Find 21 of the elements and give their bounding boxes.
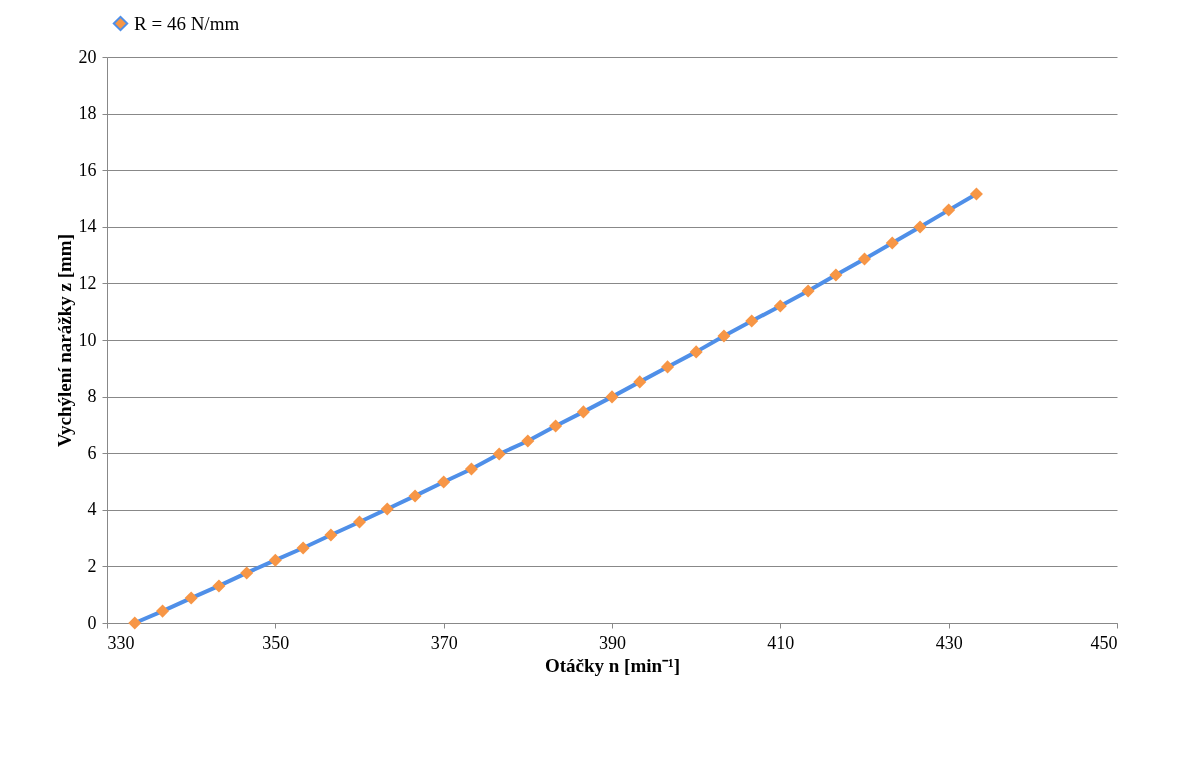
y-tick-label: 12 — [78, 272, 97, 293]
y-tick-label: 8 — [87, 386, 97, 407]
x-tick-label: 370 — [430, 632, 458, 653]
x-tick-label: 450 — [1090, 632, 1118, 653]
x-axis-title: Otáčky n [min⁻¹] — [544, 654, 681, 676]
x-tick-label: 390 — [599, 632, 626, 653]
y-tick-label: 6 — [87, 442, 97, 463]
x-tick-label: 330 — [107, 632, 135, 653]
y-tick-label: 10 — [78, 329, 97, 350]
x-tick-label: 430 — [935, 632, 963, 653]
y-axis-title: Vychýlení narážky z [mm] — [53, 233, 75, 448]
y-tick-label: 16 — [78, 159, 97, 180]
legend-label: R = 46 N/mm — [134, 12, 240, 34]
x-tick-label: 350 — [262, 632, 290, 653]
y-tick-label: 20 — [78, 46, 97, 67]
y-tick-label: 0 — [87, 612, 97, 633]
y-tick-label: 14 — [78, 216, 97, 237]
y-tick-label: 18 — [78, 103, 97, 124]
x-tick-label: 410 — [767, 632, 795, 653]
y-tick-label: 2 — [87, 555, 97, 576]
y-tick-label: 4 — [87, 499, 97, 520]
